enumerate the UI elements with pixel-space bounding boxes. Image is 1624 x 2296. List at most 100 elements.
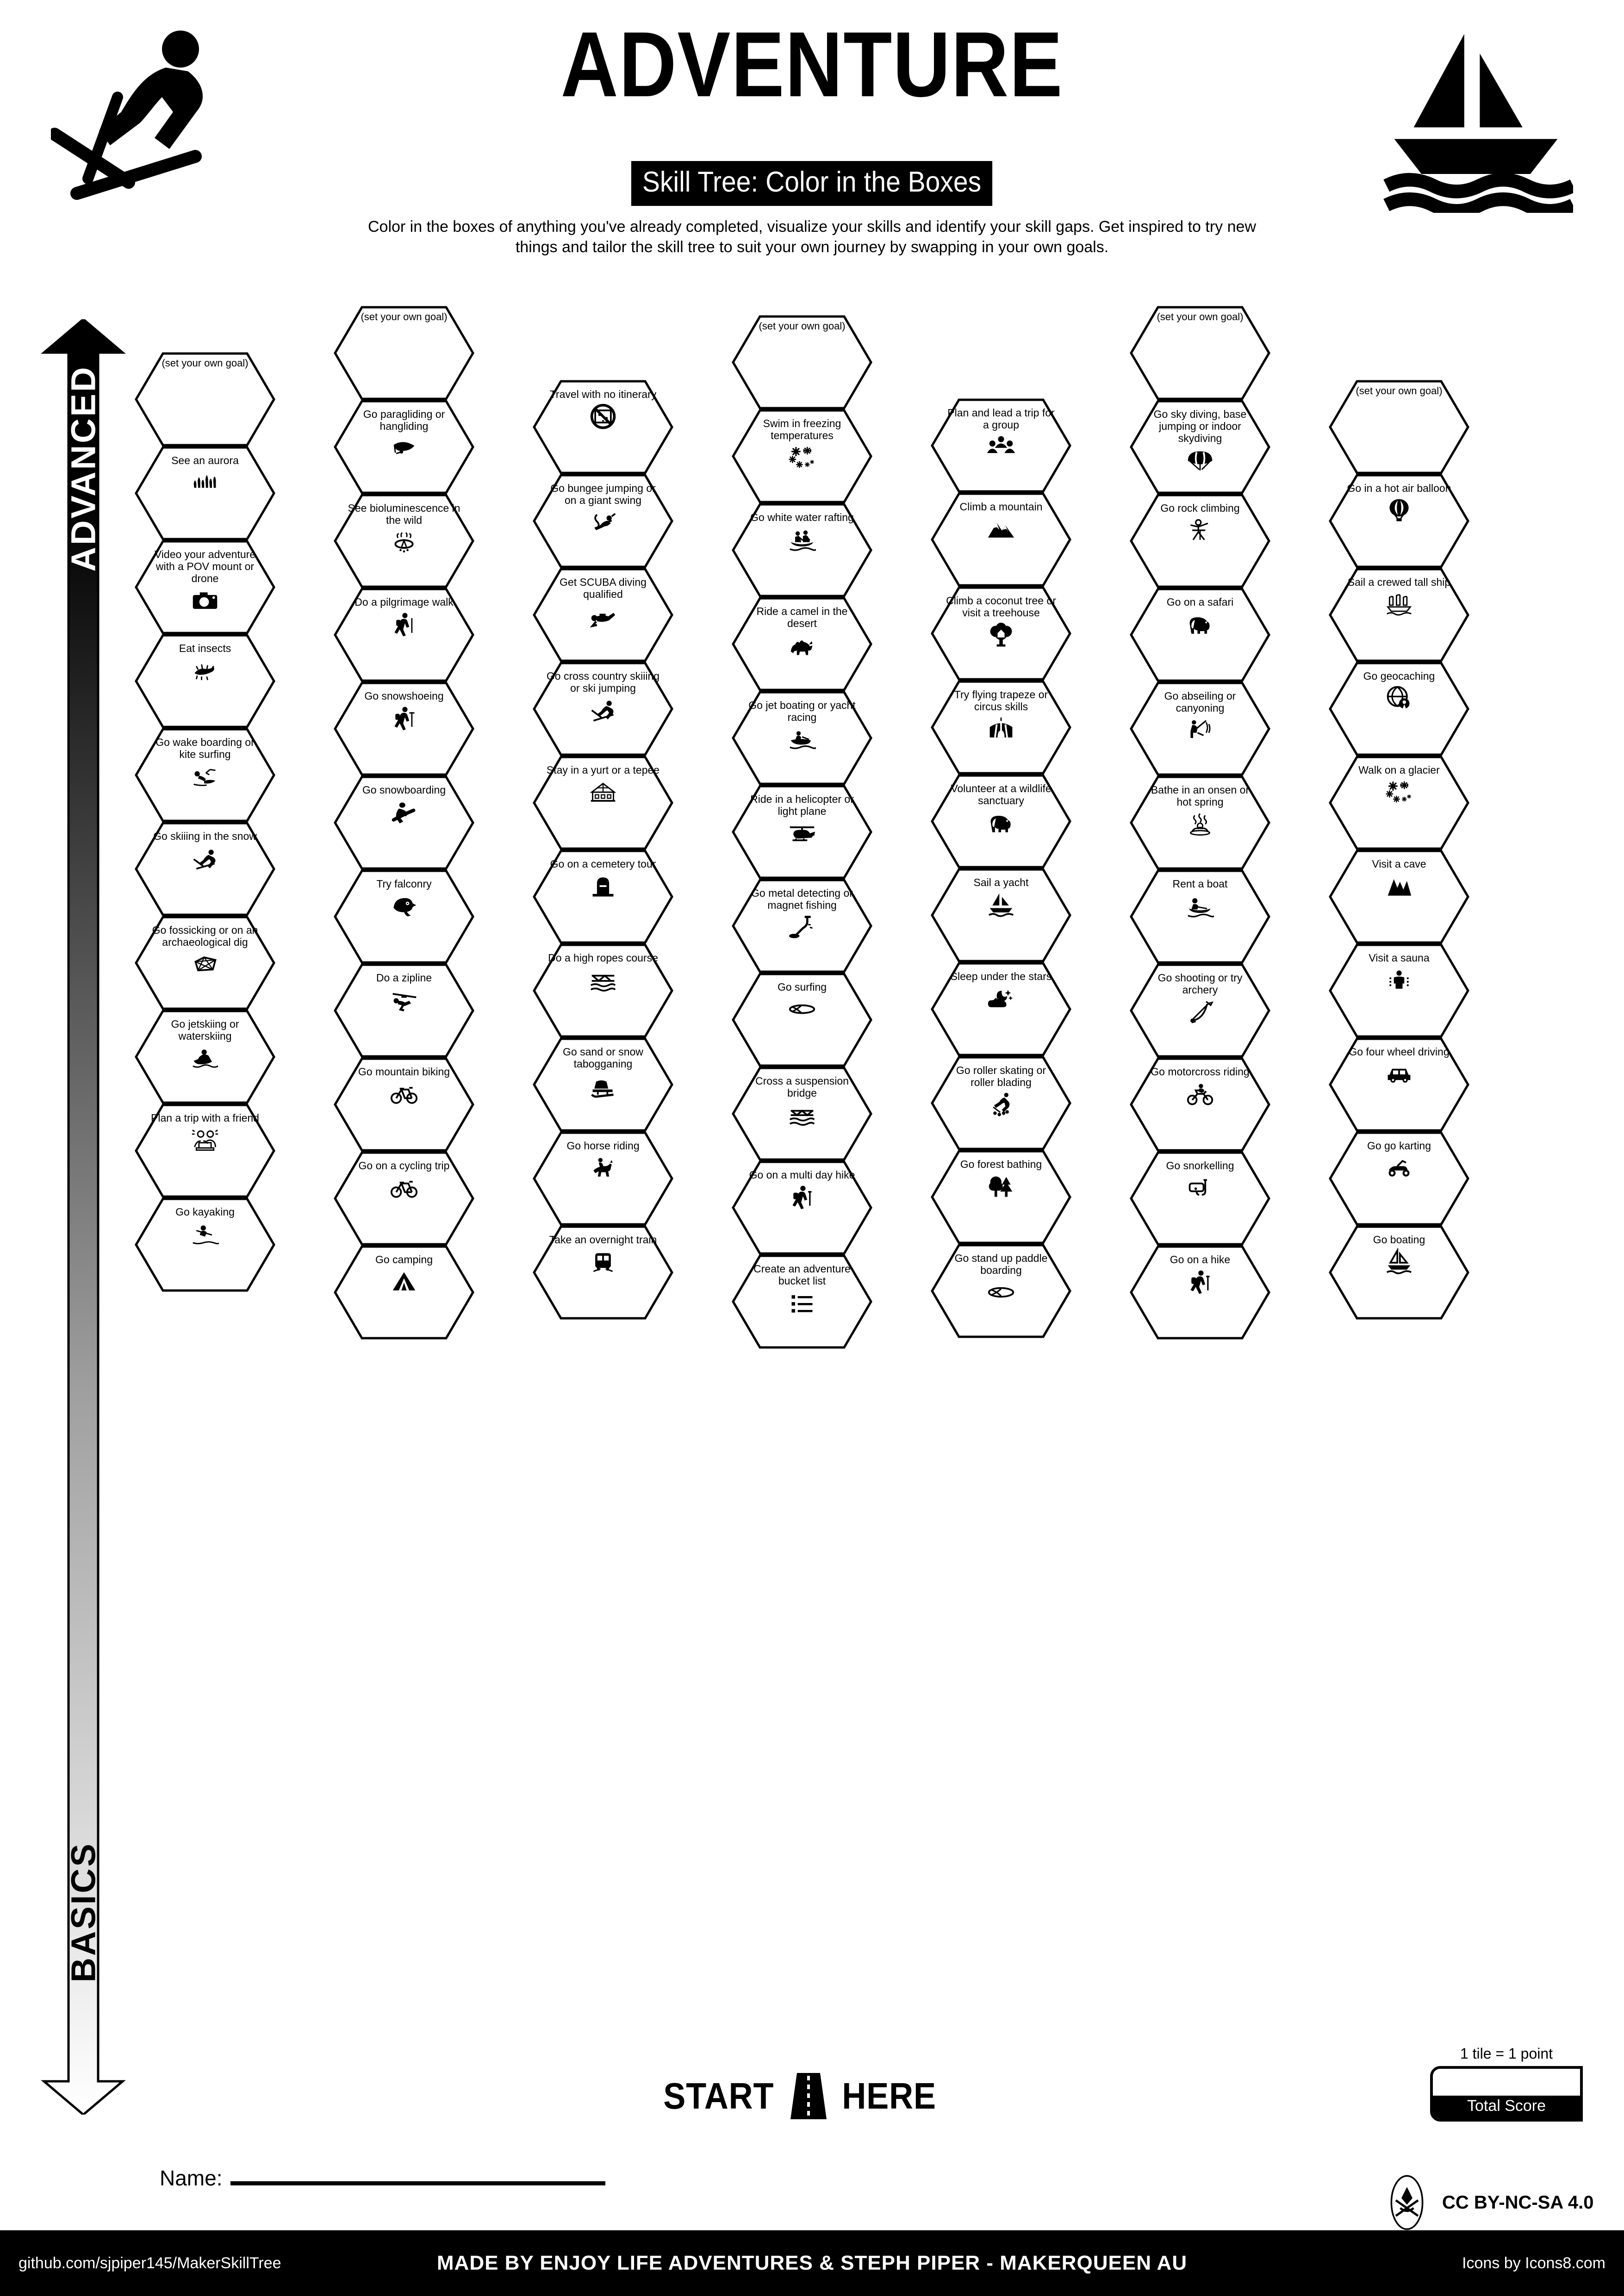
skill-tile[interactable]: Go sky diving, base jumping or indoor sk… bbox=[1129, 399, 1271, 495]
skill-tile[interactable]: Eat insects bbox=[134, 633, 276, 729]
skill-tile[interactable]: Create an adventure bucket list bbox=[731, 1254, 873, 1349]
skill-tile[interactable]: Do a high ropes course bbox=[532, 943, 674, 1038]
score-card[interactable]: Total Score bbox=[1430, 2066, 1583, 2122]
skill-tile[interactable]: Try falconry bbox=[333, 869, 475, 964]
skill-tile[interactable]: Travel with no itinerary bbox=[532, 379, 674, 475]
skill-tile[interactable]: Climb a mountain bbox=[930, 492, 1072, 587]
start-here-marker: START HERE bbox=[657, 2073, 941, 2119]
skill-tile[interactable]: Go go karting bbox=[1328, 1131, 1470, 1226]
skill-tile[interactable]: Sail a crewed tall ship bbox=[1328, 567, 1470, 663]
license-block: CC BY-NC-SA 4.0 bbox=[1379, 2175, 1593, 2230]
footer-repo-link[interactable]: github.com/sjpiper145/MakerSkillTree bbox=[19, 2254, 281, 2272]
skill-tile[interactable]: Go snorkelling bbox=[1129, 1151, 1271, 1246]
name-field[interactable]: Name: bbox=[160, 2166, 606, 2191]
skill-tile[interactable]: Go skiiing in the snow bbox=[134, 821, 276, 917]
skill-tile[interactable]: Walk on a glacier bbox=[1328, 755, 1470, 850]
skill-tile[interactable]: Go geocaching bbox=[1328, 661, 1470, 757]
skill-tile[interactable]: Video your adventure with a POV mount or… bbox=[134, 540, 276, 635]
skill-tile[interactable]: Go on a cemetery tour bbox=[532, 849, 674, 944]
skill-tile[interactable]: Go shooting or try archery bbox=[1129, 963, 1271, 1058]
skill-tile[interactable]: Go wake boarding or kite surfing bbox=[134, 727, 276, 823]
skill-tile[interactable]: Go bungee jumping or on a giant swing bbox=[532, 473, 674, 569]
skill-tile[interactable]: Go kayaking bbox=[134, 1197, 276, 1292]
page-title: ADVENTURE bbox=[560, 13, 1064, 116]
skill-tile[interactable]: Go jet boating or yacht racing bbox=[731, 690, 873, 786]
score-note: 1 tile = 1 point bbox=[1460, 2045, 1553, 2062]
skill-tile[interactable]: Go boating bbox=[1328, 1225, 1470, 1320]
page-footer: github.com/sjpiper145/MakerSkillTree MAD… bbox=[0, 2230, 1624, 2296]
sailboat-icon bbox=[1379, 19, 1576, 218]
skill-tile[interactable]: Go surfing bbox=[731, 972, 873, 1067]
subtitle-wrap: Skill Tree: Color in the Boxes bbox=[0, 161, 1624, 206]
total-score-box[interactable]: 1 tile = 1 point Total Score bbox=[1430, 2045, 1583, 2122]
skill-tile[interactable]: Try flying trapeze or circus skills bbox=[930, 680, 1072, 775]
skill-tile[interactable]: Visit a cave bbox=[1328, 849, 1470, 944]
road-icon bbox=[790, 2073, 827, 2119]
skill-tile[interactable]: Sleep under the stars bbox=[930, 962, 1072, 1057]
skill-tile[interactable]: Go rock climbing bbox=[1129, 493, 1271, 589]
skill-tile[interactable]: Go jetskiing or waterskiing bbox=[134, 1009, 276, 1105]
skill-tile[interactable]: Do a zipline bbox=[333, 963, 475, 1058]
skill-tile[interactable]: Go in a hot air balloon bbox=[1328, 473, 1470, 569]
skill-tile[interactable]: Go on a cycling trip bbox=[333, 1151, 475, 1246]
page-blurb: Color in the boxes of anything you've al… bbox=[367, 218, 1256, 256]
skill-tile[interactable]: Go paragliding or hangliding bbox=[333, 399, 475, 495]
skill-tile[interactable]: Bathe in an onsen or hot spring bbox=[1129, 775, 1271, 870]
page-header: ADVENTURE Skill Tree: Color in the Boxes… bbox=[0, 0, 1624, 305]
skill-tile[interactable]: Go on a hike bbox=[1129, 1245, 1271, 1340]
cc-badge-icon bbox=[1379, 2175, 1435, 2230]
skill-tile[interactable]: See an aurora bbox=[134, 446, 276, 541]
skier-icon bbox=[48, 23, 236, 200]
skill-tile[interactable]: Go snowboarding bbox=[333, 775, 475, 870]
skill-tile[interactable]: Do a pilgrimage walk bbox=[333, 587, 475, 683]
skill-tile[interactable]: Stay in a yurt or a tepee bbox=[532, 755, 674, 850]
skill-tile[interactable]: Ride a camel in the desert bbox=[731, 596, 873, 692]
score-label: Total Score bbox=[1433, 2096, 1580, 2119]
skill-tile[interactable]: (set your own goal) bbox=[134, 352, 276, 447]
skill-tile[interactable]: Go sand or snow tabogganing bbox=[532, 1037, 674, 1132]
skill-tile[interactable]: Sail a yacht bbox=[930, 868, 1072, 963]
footer-icons-credit[interactable]: Icons by Icons8.com bbox=[1462, 2254, 1605, 2272]
skill-tile[interactable]: Volunteer at a wildlife sanctuary bbox=[930, 774, 1072, 869]
skill-tile[interactable]: Go abseiling or canyoning bbox=[1129, 681, 1271, 776]
skill-tile[interactable]: See bioluminescence in the wild bbox=[333, 493, 475, 589]
skill-tile[interactable]: Swim in freezing temperatures bbox=[731, 409, 873, 504]
skill-tile[interactable]: Climb a coconut tree or visit a treehous… bbox=[930, 586, 1072, 681]
skill-tile[interactable]: Go horse riding bbox=[532, 1131, 674, 1226]
skill-tile[interactable]: Plan and lead a trip for a group bbox=[930, 398, 1072, 493]
score-value[interactable] bbox=[1433, 2069, 1580, 2096]
name-input-line[interactable] bbox=[230, 2181, 606, 2185]
skill-tile[interactable]: Cross a suspension bridge bbox=[731, 1066, 873, 1161]
skill-tile[interactable]: Go white water rafting bbox=[731, 503, 873, 598]
skill-tile[interactable]: Get SCUBA diving qualified bbox=[532, 567, 674, 663]
skill-tile[interactable]: (set your own goal) bbox=[1328, 379, 1470, 475]
license-text: CC BY-NC-SA 4.0 bbox=[1442, 2192, 1594, 2213]
skill-tile[interactable]: Go on a multi day hike bbox=[731, 1160, 873, 1255]
skill-tile[interactable]: (set your own goal) bbox=[333, 305, 475, 401]
skill-tile[interactable]: Go fossicking or on an archaeological di… bbox=[134, 915, 276, 1011]
skill-tile[interactable]: Go mountain biking bbox=[333, 1057, 475, 1152]
name-label: Name: bbox=[160, 2166, 223, 2190]
skill-tile[interactable]: Plan a trip with a friend bbox=[134, 1103, 276, 1198]
skill-tile[interactable]: (set your own goal) bbox=[731, 315, 873, 410]
start-word: START bbox=[663, 2075, 774, 2116]
skill-tile[interactable]: (set your own goal) bbox=[1129, 305, 1271, 401]
skill-tile[interactable]: Ride in a helicopter or light plane bbox=[731, 784, 873, 880]
skill-tile[interactable]: Go forest bathing bbox=[930, 1149, 1072, 1245]
skill-tile[interactable]: Go motorcross riding bbox=[1129, 1057, 1271, 1152]
skill-tile[interactable]: Go camping bbox=[333, 1245, 475, 1340]
page-subtitle: Skill Tree: Color in the Boxes bbox=[631, 161, 993, 206]
skill-tile[interactable]: Rent a boat bbox=[1129, 869, 1271, 964]
footer-credit: MADE BY ENJOY LIFE ADVENTURES & STEPH PI… bbox=[436, 2252, 1188, 2274]
here-word: HERE bbox=[842, 2075, 936, 2116]
skill-tile[interactable]: Go cross country skiiing or ski jumping bbox=[532, 661, 674, 757]
skill-tile[interactable]: Go on a safari bbox=[1129, 587, 1271, 683]
skill-tile[interactable]: Visit a sauna bbox=[1328, 943, 1470, 1038]
skill-tile[interactable]: Go roller skating or roller blading bbox=[930, 1055, 1072, 1151]
skill-tile[interactable]: Go four wheel driving bbox=[1328, 1037, 1470, 1132]
skill-tile[interactable]: Go metal detecting or magnet fishing bbox=[731, 878, 873, 974]
skill-tile[interactable]: Take an overnight train bbox=[532, 1225, 674, 1320]
skill-tile[interactable]: Go snowshoeing bbox=[333, 681, 475, 776]
skill-tile[interactable]: Go stand up paddle boarding bbox=[930, 1243, 1072, 1339]
